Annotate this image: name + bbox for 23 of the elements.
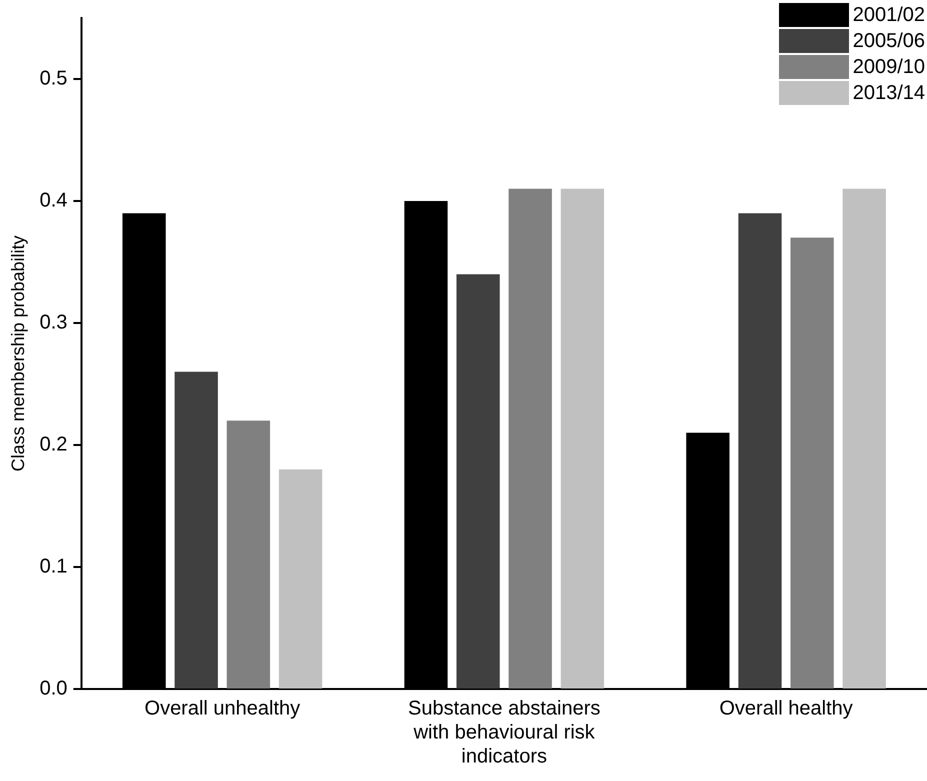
bar [560,188,604,688]
bar [226,420,270,688]
y-tick-label: 0.3 [40,312,68,334]
y-tick-label: 0.2 [40,434,68,456]
bar [738,213,782,688]
legend-label: 2009/10 [852,56,925,78]
bar [278,469,322,688]
y-tick-label: 0.1 [40,556,68,578]
y-axis-title: Class membership probability [8,235,28,472]
bar [790,238,834,688]
bar [456,274,500,688]
y-tick-label: 0.0 [40,678,68,700]
x-tick-label: Substance abstainers with behavioural risk indicators [408,698,600,768]
legend-label: 2001/02 [852,4,925,26]
legend-label: 2013/14 [852,82,925,104]
bar [842,188,886,688]
bar [174,372,218,688]
x-tick-label: Overall unhealthy [144,698,300,720]
legend-label: 2005/06 [852,30,925,52]
y-tick-label: 0.4 [40,190,68,212]
y-tick-label: 0.5 [40,68,68,90]
x-tick-label: Overall healthy [719,698,853,720]
bar [508,188,552,688]
